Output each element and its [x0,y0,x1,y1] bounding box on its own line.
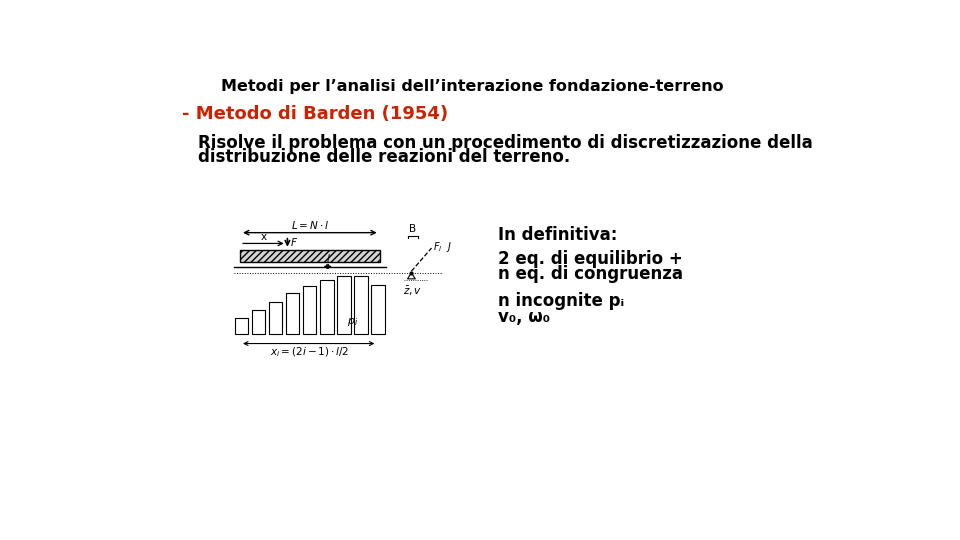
Text: Risolve il problema con un procedimento di discretizzazione della: Risolve il problema con un procedimento … [198,134,812,152]
Bar [321,280,333,334]
Text: n eq. di congruenza: n eq. di congruenza [498,265,684,283]
Text: $F$: $F$ [290,236,298,248]
Bar [269,302,282,334]
Text: v₀, ω₀: v₀, ω₀ [498,308,550,326]
Text: B: B [409,224,417,234]
Bar [252,310,265,334]
Text: $p_i$: $p_i$ [348,316,358,328]
Text: In definitiva:: In definitiva: [498,226,617,245]
Bar [303,286,317,334]
Text: l: l [326,254,329,264]
Text: - Metodo di Barden (1954): - Metodo di Barden (1954) [182,105,448,123]
Text: $L = N \cdot l$: $L = N \cdot l$ [291,219,329,231]
Bar [337,276,350,334]
Bar [286,293,300,334]
Text: Metodi per l’analisi dell’interazione fondazione-terreno: Metodi per l’analisi dell’interazione fo… [221,79,724,93]
Bar [235,318,249,334]
Text: 2 eq. di equilibrio +: 2 eq. di equilibrio + [498,249,683,268]
Text: $x_i = (2i-1) \cdot l/2$: $x_i = (2i-1) \cdot l/2$ [271,346,349,360]
Text: n incognite pᵢ: n incognite pᵢ [498,292,624,310]
Text: $\bar{z}, v$: $\bar{z}, v$ [403,285,422,298]
Bar [240,249,379,262]
Text: x: x [260,232,267,242]
Text: $F_{l}$  $J$: $F_{l}$ $J$ [433,240,452,253]
Bar [372,285,385,334]
Text: distribuzione delle reazioni del terreno.: distribuzione delle reazioni del terreno… [198,148,569,166]
Bar [354,276,368,334]
